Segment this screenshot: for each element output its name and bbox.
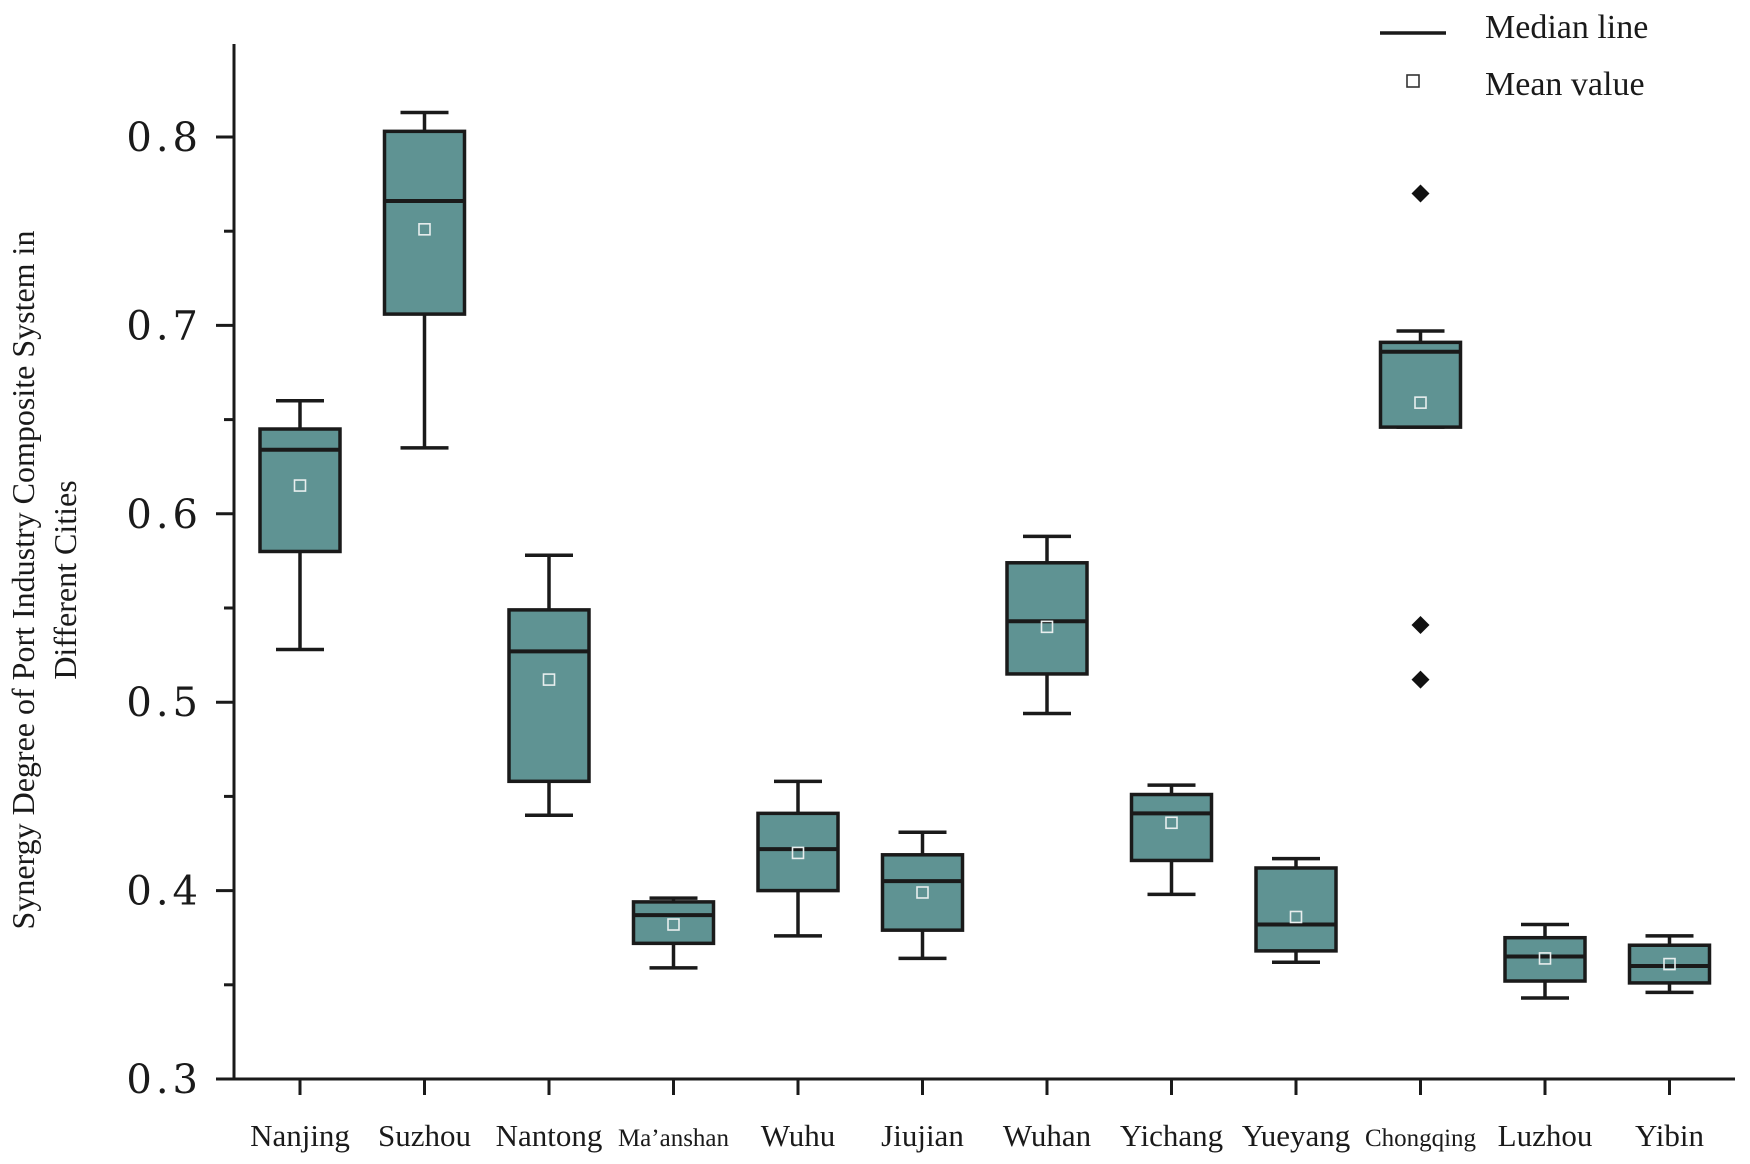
box-iqr [756,811,840,893]
mean-marker [1165,816,1178,830]
box-iqr [382,129,467,316]
mean-marker [542,673,556,686]
mean-marker [1040,620,1054,634]
x-tick-label: Yueyang [1242,1118,1350,1153]
legend-median-label: Median line [1485,9,1648,46]
x-tick-label: Ma’anshan [618,1125,730,1152]
x-tick-label: Nantong [496,1118,603,1153]
x-tick-label: Luzhou [1498,1118,1593,1153]
x-tick-label: Yibin [1635,1118,1704,1153]
x-tick-label: Jiujian [881,1118,964,1153]
y-tick-label: 0.4 [126,869,202,915]
x-tick-label: Wuhan [1003,1118,1092,1153]
x-tick-label: Nanjing [250,1118,350,1153]
box-group-wuhu [756,779,840,938]
legend: Median line Mean value [1380,9,1648,103]
boxes [258,110,1712,1000]
mean-marker [1663,957,1676,971]
y-axis-label-line-2: Different Cities [47,480,83,679]
x-tick-label: Wuhu [761,1118,836,1153]
box-iqr [1503,935,1587,983]
box-group-maanshan [631,896,716,970]
y-axis-label-line-1: Synergy Degree of Port Industry Composit… [5,231,41,930]
box-group-yibin [1627,934,1712,995]
outlier-point [1411,615,1430,634]
y-tick-label: 0.3 [126,1057,202,1103]
mean-marker [1538,952,1552,965]
legend-mean-label: Mean value [1485,66,1645,103]
box-group-wuhan [1005,534,1089,716]
box-iqr [631,900,716,946]
mean-marker [418,223,431,236]
y-ticks: 0.3 0.4 0.5 0.6 0.7 0.8 [126,115,234,1103]
box-group-luzhou [1503,922,1587,1000]
y-tick-label: 0.6 [126,492,202,538]
x-ticks: Nanjing Suzhou Nantong Ma’anshan Wuhu Jiujian… [250,1079,1704,1153]
mean-marker [293,479,307,492]
y-tick-label: 0.7 [126,303,202,349]
x-tick-label: Chongqing [1365,1125,1477,1152]
x-tick-label: Yichang [1120,1118,1223,1153]
mean-marker [1414,396,1427,409]
mean-marker [916,886,929,899]
outlier-point [1411,670,1430,689]
legend-mean-square-swatch [1406,74,1420,88]
box-iqr [1005,561,1089,676]
box-iqr [507,608,591,784]
y-tick-label: 0.5 [126,680,202,726]
outlier-point [1411,184,1430,203]
box-iqr [1254,866,1338,953]
y-tick-label: 0.8 [126,115,202,161]
box-group-chongqing [1378,184,1463,689]
mean-marker [791,846,805,860]
box-group-yichang [1129,783,1214,897]
x-tick-label: Suzhou [378,1118,471,1153]
box-iqr [1378,340,1463,429]
axes [232,44,1735,1081]
box-group-yueyang [1254,856,1338,964]
box-iqr [880,853,965,932]
box-group-nanjing [258,399,342,652]
box-group-nantong [507,553,591,817]
box-group-suzhou [382,110,467,450]
mean-marker [667,918,680,931]
y-axis-label: Synergy Degree of Port Industry Composit… [5,231,83,930]
box-group-jiujian [880,830,965,961]
mean-marker [1289,910,1303,924]
